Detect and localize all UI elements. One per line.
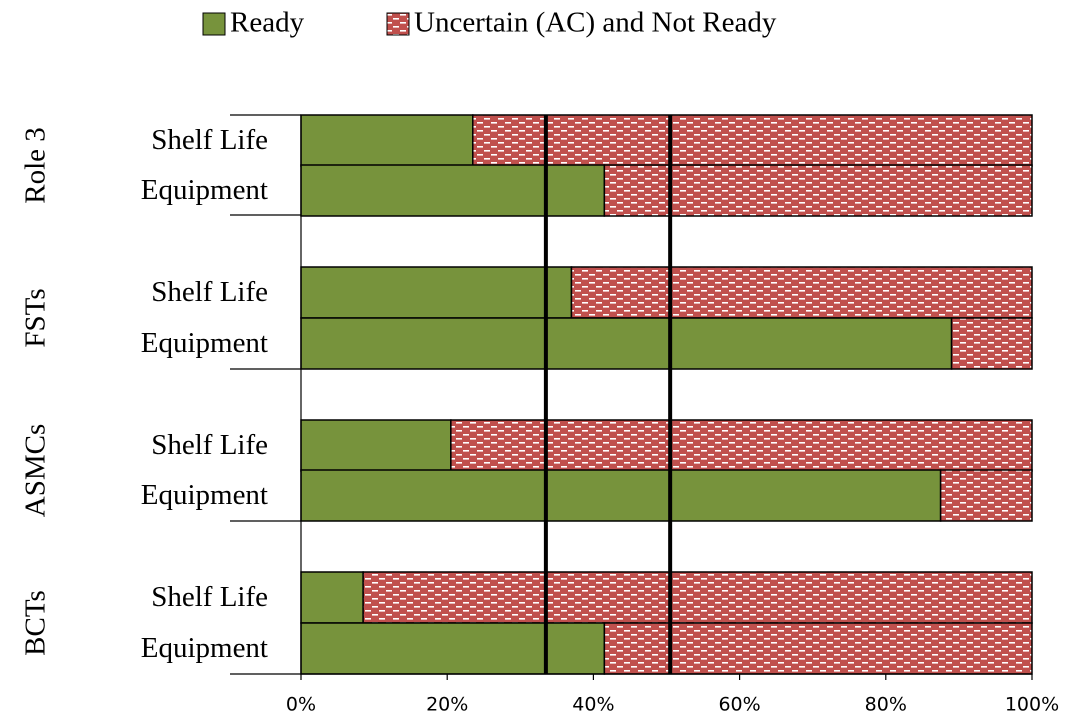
x-tick-label: 40% xyxy=(572,694,614,716)
category-label: Shelf Life xyxy=(151,429,268,461)
bar-segment xyxy=(472,114,1033,167)
category-label: Shelf Life xyxy=(151,581,268,613)
group-label: ASMCs xyxy=(20,424,52,518)
bar-segment xyxy=(570,266,1033,319)
x-tick-label: 0% xyxy=(286,694,316,716)
bar-segment xyxy=(603,622,1033,675)
category-label: Shelf Life xyxy=(151,124,268,156)
bar-segment xyxy=(450,419,1033,472)
bar-segment xyxy=(300,164,606,217)
category-label: Equipment xyxy=(141,327,268,359)
bar-segment xyxy=(939,469,1033,522)
bar-segment xyxy=(300,114,474,167)
x-tick-label: 80% xyxy=(865,694,907,716)
category-label: Shelf Life xyxy=(151,276,268,308)
category-label: Equipment xyxy=(141,632,268,664)
bar-segment xyxy=(300,266,573,319)
bar-segment xyxy=(300,317,953,370)
group-label: BCTs xyxy=(20,590,52,656)
category-label: Equipment xyxy=(141,174,268,206)
bar-segment xyxy=(300,419,452,472)
legend-swatch xyxy=(386,12,410,36)
bar-segment xyxy=(300,571,364,624)
legend-label: Uncertain (AC) and Not Ready xyxy=(414,7,777,39)
x-tick-label: 100% xyxy=(1005,694,1059,716)
bar-segment xyxy=(603,164,1033,217)
category-label: Equipment xyxy=(141,479,268,511)
bar-segment xyxy=(300,622,606,675)
x-tick-label: 60% xyxy=(718,694,760,716)
bar-segment xyxy=(300,469,942,522)
group-label: FSTs xyxy=(20,288,52,347)
group-label: Role 3 xyxy=(20,127,52,204)
legend-swatch xyxy=(202,12,226,36)
legend-label: Ready xyxy=(230,7,305,39)
bar-segment xyxy=(950,317,1033,370)
x-tick-label: 20% xyxy=(426,694,468,716)
bar-segment xyxy=(362,571,1033,624)
